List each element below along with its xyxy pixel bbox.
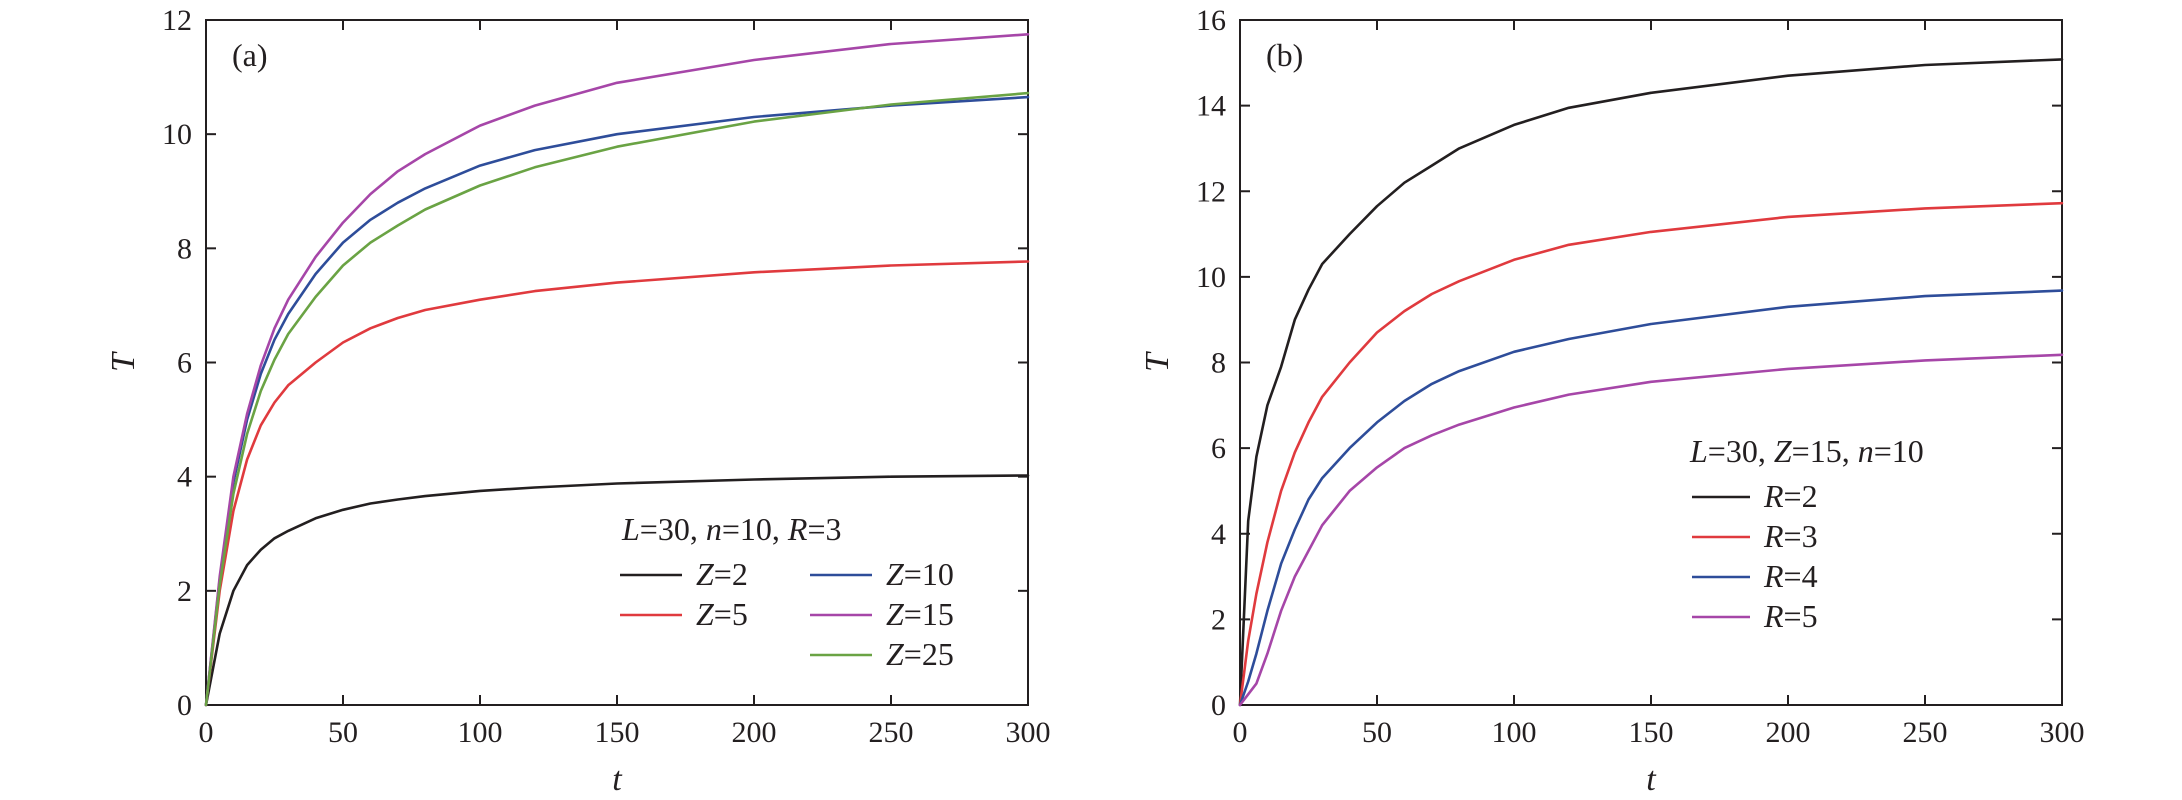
x-tick-label: 300 [2040,716,2085,749]
legend-title: L=30, n=10, R=3 [621,511,841,547]
legend-label: Z=25 [886,636,954,672]
legend-label: R=5 [1763,598,1818,634]
chart-panel-b: 0 50 100 150 200 250 300 0 2 4 6 8 10 12 14 16 t T (b) L=30… [1139,4,2085,798]
series-line-r-3 [1238,201,2064,707]
y-tick-label: 12 [1196,175,1226,208]
legend-entry-z-15: Z=15 [810,596,954,632]
legend-label: R=2 [1763,478,1818,514]
x-tick-label: 150 [595,716,640,749]
series-line-z-5 [204,260,1030,707]
legend-entry-r-5: R=5 [1692,598,1818,634]
series-line-z-2 [204,474,1030,707]
x-tick-label: 0 [199,716,214,749]
legend-entry-z-25: Z=25 [810,636,954,672]
x-tick-label: 250 [869,716,914,749]
x-tick-label: 200 [732,716,777,749]
legend-entry-r-3: R=3 [1692,518,1818,554]
legend-label: Z=5 [696,596,748,632]
legend-label: Z=10 [886,556,954,592]
y-tick-label: 10 [162,118,192,151]
y-tick-label: 12 [162,4,192,37]
x-tick-label: 100 [1492,716,1537,749]
x-tick-label: 250 [1903,716,1948,749]
x-tick-label: 100 [458,716,503,749]
y-axis-title: T [1139,351,1176,372]
series-line-z-25 [204,91,1030,707]
legend-entry-r-4: R=4 [1692,558,1818,594]
y-tick-label: 6 [177,347,192,380]
y-tick-label: 16 [1196,4,1226,37]
series-line-r-5 [1238,353,2064,707]
panel-label: (a) [232,37,268,73]
y-tick-label: 4 [1211,518,1226,551]
y-tick-label: 2 [177,575,192,608]
plot-frame [1239,19,2063,706]
y-tick-label: 8 [177,232,192,265]
legend-title: L=30, Z=15, n=10 [1689,433,1924,469]
x-tick-label: 150 [1629,716,1674,749]
legend-entry-r-2: R=2 [1692,478,1818,514]
x-axis-title: t [612,761,623,798]
y-tick-label: 0 [177,689,192,722]
legend-label: R=3 [1763,518,1818,554]
series-line-z-15 [204,33,1030,707]
panel-label: (b) [1266,37,1303,73]
x-axis-title: t [1646,761,1657,798]
legend-label: Z=2 [696,556,748,592]
y-axis-title: T [105,351,142,372]
y-tick-label: 2 [1211,603,1226,636]
series-line-r-4 [1238,289,2064,707]
y-tick-label: 6 [1211,432,1226,465]
y-tick-label: 0 [1211,689,1226,722]
legend-label: R=4 [1763,558,1818,594]
series-line-r-2 [1238,58,2064,707]
y-tick-label: 8 [1211,347,1226,380]
chart-panel-a: 0 50 100 150 200 250 300 0 2 4 6 8 10 12 t T (a) L=30, n=… [105,4,1051,798]
x-tick-label: 0 [1233,716,1248,749]
legend-entry-z-10: Z=10 [810,556,954,592]
legend-entry-z-5: Z=5 [620,596,748,632]
x-tick-label: 300 [1006,716,1051,749]
x-tick-label: 200 [1766,716,1811,749]
x-tick-label: 50 [1362,716,1392,749]
x-tick-label: 50 [328,716,358,749]
y-tick-label: 14 [1196,90,1226,123]
y-tick-label: 4 [177,461,192,494]
legend-entry-z-2: Z=2 [620,556,748,592]
y-tick-label: 10 [1196,261,1226,294]
legend-label: Z=15 [886,596,954,632]
